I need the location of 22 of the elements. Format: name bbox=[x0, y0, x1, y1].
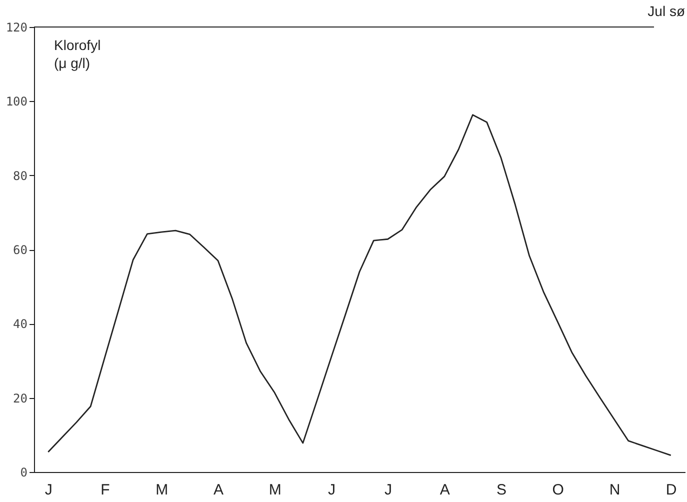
chart-title: Jul sø bbox=[648, 3, 686, 19]
x-tick-label: D bbox=[666, 482, 677, 498]
y-axis-title: Klorofyl (μ g/l) bbox=[54, 37, 101, 71]
x-tick-label: S bbox=[496, 482, 507, 498]
x-tick-label: M bbox=[156, 482, 168, 498]
x-tick-label: J bbox=[328, 482, 336, 498]
y-tick-label: 100 bbox=[6, 94, 28, 109]
x-tick-label: A bbox=[213, 482, 224, 498]
x-tick-label: F bbox=[100, 482, 110, 498]
x-tick-label: N bbox=[609, 482, 620, 498]
x-tick-label: J bbox=[384, 482, 392, 498]
x-tick-label: O bbox=[552, 482, 564, 498]
y-tick-label: 40 bbox=[13, 317, 28, 332]
y-tick-label: 80 bbox=[13, 168, 28, 183]
y-tick-label: 120 bbox=[6, 20, 28, 34]
y-tick-label: 0 bbox=[20, 466, 28, 480]
y-tick-label: 60 bbox=[13, 243, 28, 257]
line-series bbox=[47, 114, 672, 456]
x-tick-label: J bbox=[44, 482, 52, 498]
x-tick-label: M bbox=[268, 482, 282, 498]
x-tick-label: A bbox=[440, 482, 450, 498]
y-tick-label: 20 bbox=[13, 391, 28, 406]
